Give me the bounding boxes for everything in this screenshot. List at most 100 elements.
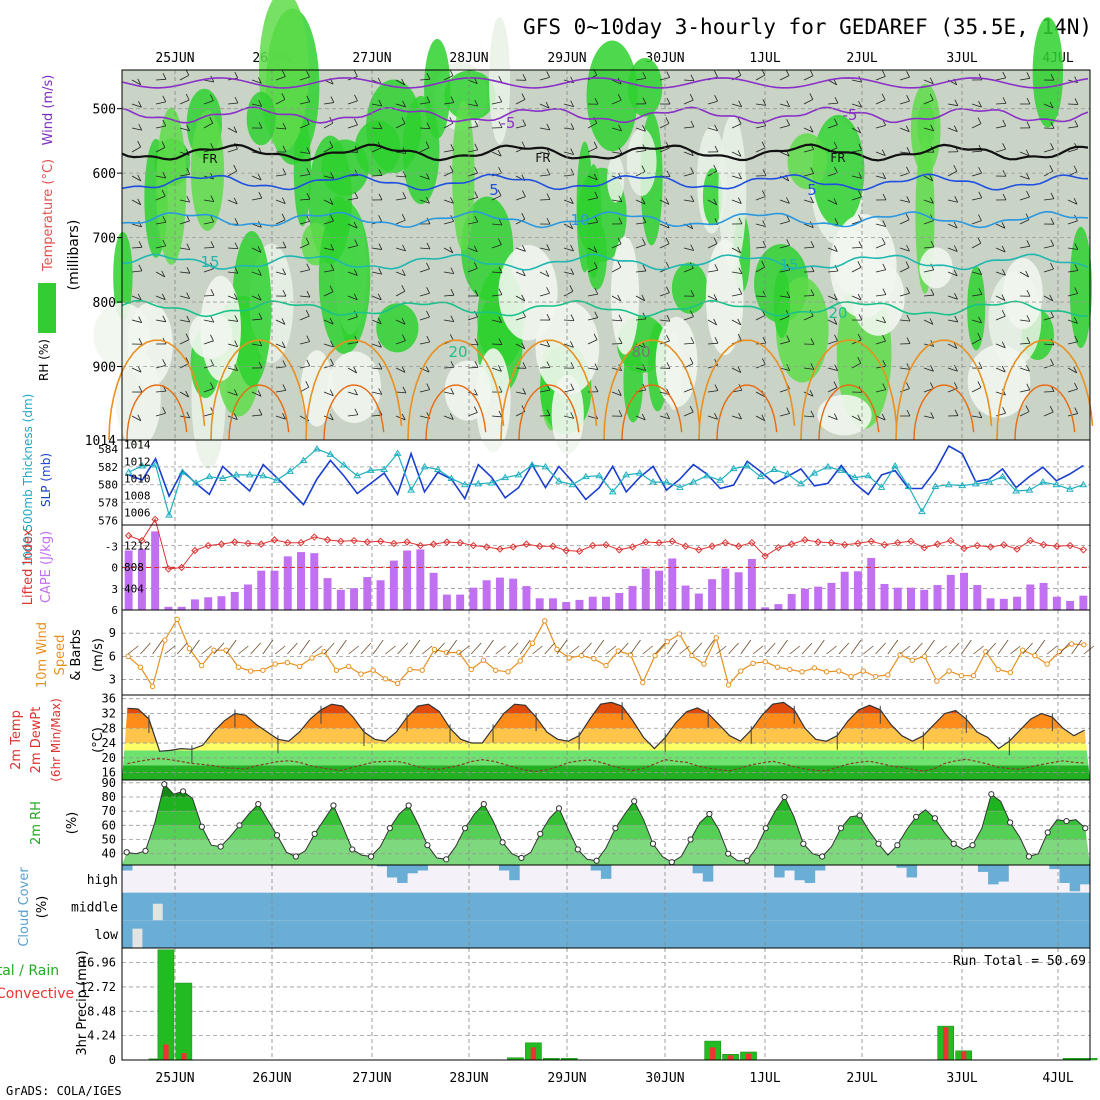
contour-label: FR: [830, 151, 845, 165]
wind-barb: [953, 221, 958, 229]
cloud-bar-middle: [876, 892, 887, 921]
wind-barb-10m: [1034, 639, 1046, 655]
wind-barb: [233, 164, 238, 172]
wind-barb-10m: [1010, 645, 1021, 655]
wind-barb: [594, 287, 599, 295]
rh-shading: [498, 245, 558, 341]
cape-bar: [602, 596, 610, 610]
cloud-bar-middle: [335, 892, 347, 921]
wind-barb: [803, 246, 814, 249]
wind-barb: [1074, 287, 1079, 294]
cloud-bar-low: [947, 920, 958, 948]
precip-convective-bar: [943, 1027, 949, 1060]
wind-barb: [779, 199, 790, 204]
rh-shading: [705, 239, 744, 356]
wind-barb: [611, 243, 622, 249]
rh-marker: [631, 798, 638, 805]
wind-barb: [881, 93, 886, 101]
wind-barb: [714, 384, 719, 391]
wind-barb: [546, 313, 551, 321]
wind-barb: [353, 221, 358, 229]
thickness-marker: [447, 474, 456, 481]
wind-barb: [539, 151, 550, 155]
wind-barb: [683, 99, 694, 105]
isotherm-30-loop: [425, 384, 487, 441]
wind-barb: [906, 287, 910, 294]
wind-barb: [881, 70, 886, 77]
wind-barb: [1019, 151, 1030, 157]
wind-barb: [498, 166, 502, 174]
wind-barb: [954, 315, 959, 323]
wind-barb: [858, 143, 863, 151]
wind-barb: [419, 341, 430, 345]
rh-marker: [762, 825, 769, 832]
cloud-bar-middle: [784, 892, 795, 921]
wind-barb-10m: [189, 639, 200, 655]
wind-barb: [306, 70, 310, 78]
wind-barb: [930, 412, 935, 419]
wind-barb: [851, 127, 861, 134]
wind-barb: [539, 247, 550, 251]
cape-bar: [323, 578, 332, 610]
wind-barb: [371, 247, 382, 250]
wind-barb-10m: [250, 642, 261, 655]
wind-barb: [1026, 337, 1031, 344]
cloud-bar-low: [448, 920, 459, 948]
thickness-marker: [729, 464, 738, 472]
wind-barb: [522, 245, 526, 252]
cloud-bar-middle: [519, 892, 530, 921]
cloud-bar-low: [723, 920, 734, 948]
cloud-bar-middle: [346, 892, 357, 921]
wind-marker: [701, 661, 707, 667]
wind-barb: [395, 219, 406, 225]
cape-bar: [853, 571, 862, 610]
wind-barb: [497, 189, 502, 196]
rh-marker: [706, 810, 713, 818]
wind-barb: [714, 413, 718, 420]
bottom-date-label: 27JUN: [352, 1071, 391, 1086]
wind-barb: [401, 117, 406, 124]
wind-barb: [1043, 268, 1054, 273]
cape-bar: [442, 594, 451, 610]
temp-tick: 16: [102, 766, 116, 780]
wind-barb: [833, 293, 838, 301]
cape-bar: [310, 553, 319, 610]
wind-marker: [333, 667, 340, 673]
wind-barb: [755, 125, 766, 129]
wind-barb-10m: [728, 642, 739, 655]
wind-barb: [641, 294, 646, 301]
wind-barb: [827, 247, 838, 252]
rh-shading: [655, 316, 698, 408]
wind-barb: [611, 99, 622, 105]
legend-rh-swatch: [38, 283, 56, 333]
cape-bar: [1079, 595, 1088, 610]
wind-barb: [491, 343, 503, 345]
wind-marker: [493, 667, 499, 673]
wind-barb: [929, 318, 934, 325]
cloud-bar-low: [590, 920, 602, 948]
wind-barb: [137, 198, 142, 205]
wind-barb: [354, 239, 359, 246]
wind-barb: [419, 292, 430, 297]
wind-barb: [426, 72, 431, 80]
cloud-bar-middle: [1059, 892, 1070, 921]
wind-barb: [498, 238, 502, 245]
thickness-marker: [339, 461, 348, 468]
wind-barb: [251, 295, 262, 301]
wind-barb: [641, 413, 646, 421]
li-marker: [284, 539, 292, 547]
rh-marker: [612, 825, 619, 832]
cloud-bar-low: [1079, 920, 1091, 948]
wind-barb: [755, 391, 766, 398]
wind-barb: [995, 148, 1006, 153]
wind-barb: [162, 407, 166, 414]
wind-barb: [323, 269, 334, 273]
cloud-bar-low: [804, 920, 816, 948]
cape-bar: [204, 597, 213, 610]
thickness-marker: [783, 470, 792, 477]
wind-barb-10m: [556, 639, 568, 655]
cloud-bar-middle: [774, 892, 785, 921]
wind-barb: [299, 243, 310, 249]
wind-barb: [498, 338, 503, 345]
